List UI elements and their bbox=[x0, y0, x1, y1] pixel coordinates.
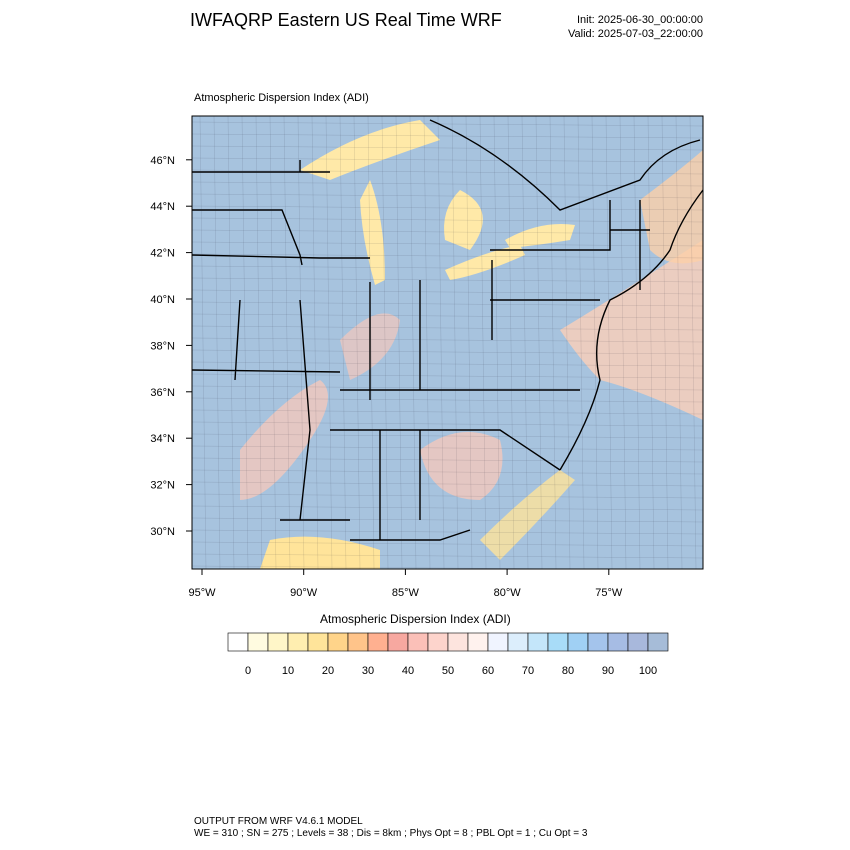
county-lines bbox=[192, 116, 703, 569]
colorbar-tick-label: 30 bbox=[362, 665, 374, 677]
map-area bbox=[192, 116, 703, 569]
colorbar-tick-label: 20 bbox=[322, 665, 334, 677]
map-frame bbox=[191, 115, 704, 570]
lon-label: 90°W bbox=[290, 587, 318, 599]
lat-label: 30°N bbox=[150, 526, 175, 538]
lon-label: 80°W bbox=[494, 587, 522, 599]
lat-label: 40°N bbox=[150, 294, 175, 306]
colorbar-box bbox=[607, 632, 629, 652]
colorbar-box bbox=[407, 632, 429, 652]
lat-label: 32°N bbox=[150, 480, 175, 492]
colorbar-tick-label: 60 bbox=[482, 665, 494, 677]
colorbar-box bbox=[487, 632, 509, 652]
lat-label: 42°N bbox=[150, 248, 175, 260]
colorbar-box bbox=[587, 632, 609, 652]
colorbar-tick-label: 70 bbox=[522, 665, 534, 677]
colorbar-box bbox=[567, 632, 589, 652]
colorbar-tick-label: 80 bbox=[562, 665, 574, 677]
colorbar-box bbox=[347, 632, 369, 652]
lat-label: 38°N bbox=[150, 340, 175, 352]
colorbar-tick-label: 50 bbox=[442, 665, 454, 677]
colorbar-box bbox=[227, 632, 249, 652]
colorbar-tick-label: 90 bbox=[602, 665, 614, 677]
colorbar-box bbox=[467, 632, 489, 652]
lat-label: 34°N bbox=[150, 433, 175, 445]
colorbar-tick-label: 0 bbox=[245, 665, 251, 677]
footer-line2: WE = 310 ; SN = 275 ; Levels = 38 ; Dis … bbox=[194, 828, 588, 839]
colorbar-box bbox=[507, 632, 529, 652]
lon-label: 75°W bbox=[595, 587, 623, 599]
colorbar-box bbox=[447, 632, 469, 652]
lon-label: 95°W bbox=[188, 587, 216, 599]
colorbar-box bbox=[427, 632, 449, 652]
colorbar-box bbox=[287, 632, 309, 652]
colorbar-box bbox=[367, 632, 389, 652]
map-subtitle: Atmospheric Dispersion Index (ADI) bbox=[194, 92, 369, 104]
colorbar-title: Atmospheric Dispersion Index (ADI) bbox=[320, 612, 511, 626]
colorbar-tick-label: 10 bbox=[282, 665, 294, 677]
colorbar-box bbox=[267, 632, 289, 652]
lon-label: 85°W bbox=[392, 587, 420, 599]
lat-label: 36°N bbox=[150, 387, 175, 399]
colorbar-box bbox=[647, 632, 669, 652]
colorbar-box bbox=[527, 632, 549, 652]
valid-time: Valid: 2025-07-03_22:00:00 bbox=[568, 28, 703, 40]
lat-label: 46°N bbox=[150, 155, 175, 167]
colorbar-box bbox=[247, 632, 269, 652]
init-time: Init: 2025-06-30_00:00:00 bbox=[577, 14, 703, 26]
title: IWFAQRP Eastern US Real Time WRF bbox=[190, 10, 502, 30]
colorbar-box bbox=[387, 632, 409, 652]
colorbar-box bbox=[547, 632, 569, 652]
footer-line1: OUTPUT FROM WRF V4.6.1 MODEL bbox=[194, 816, 363, 827]
lat-label: 44°N bbox=[150, 201, 175, 213]
colorbar-box bbox=[627, 632, 649, 652]
colorbar-tick-label: 100 bbox=[639, 665, 657, 677]
colorbar-box bbox=[307, 632, 329, 652]
colorbar-box bbox=[327, 632, 349, 652]
colorbar-tick-label: 40 bbox=[402, 665, 414, 677]
